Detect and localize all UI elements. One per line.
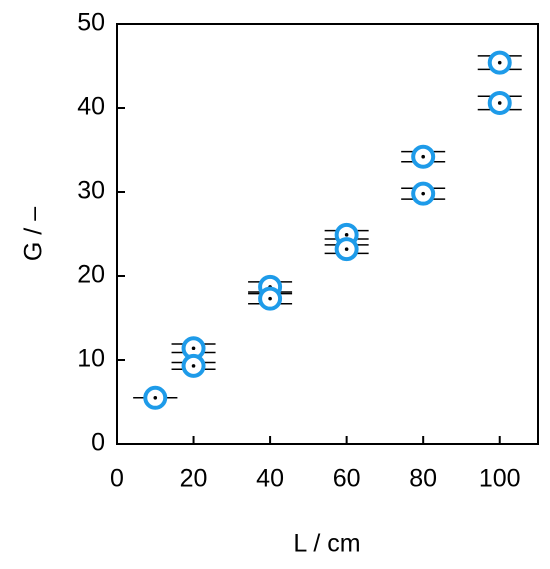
y-tick-label: 40 [77,93,105,121]
x-tick-label: 60 [333,465,361,493]
x-tick-label: 0 [110,465,124,493]
point-dot [268,296,272,301]
point-dot [191,364,196,368]
x-axis-label: L / cm [293,530,360,558]
point-dot [497,101,502,105]
point-dot [191,346,196,351]
point-dot [344,247,349,251]
x-tick-label: 40 [256,465,284,493]
x-tick-label: 100 [479,465,521,493]
point-dot [421,154,425,159]
plot-frame [116,23,539,445]
y-tick-label: 50 [77,9,105,37]
y-axis-label: G / – [20,207,48,261]
point-dot [497,60,502,65]
x-tick-label: 20 [180,465,208,493]
point-dot [153,396,158,400]
y-tick-label: 30 [77,177,105,205]
y-tick-label: 20 [77,261,105,289]
point-dot [344,233,349,237]
point-dot [421,191,425,196]
x-tick-label: 80 [409,465,437,493]
y-tick-label: 10 [77,345,105,373]
y-tick-label: 0 [91,429,105,457]
